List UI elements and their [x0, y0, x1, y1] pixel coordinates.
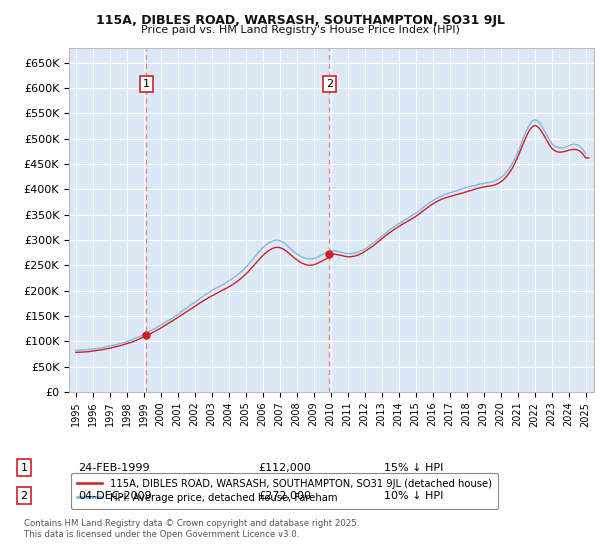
Legend: 115A, DIBLES ROAD, WARSASH, SOUTHAMPTON, SO31 9JL (detached house), HPI: Average: 115A, DIBLES ROAD, WARSASH, SOUTHAMPTON,…	[71, 473, 499, 509]
Text: 2: 2	[20, 491, 28, 501]
Text: 04-DEC-2009: 04-DEC-2009	[78, 491, 152, 501]
Text: 2: 2	[326, 79, 333, 89]
Text: £272,000: £272,000	[258, 491, 311, 501]
Text: 1: 1	[20, 463, 28, 473]
Text: 115A, DIBLES ROAD, WARSASH, SOUTHAMPTON, SO31 9JL: 115A, DIBLES ROAD, WARSASH, SOUTHAMPTON,…	[95, 14, 505, 27]
Text: Price paid vs. HM Land Registry's House Price Index (HPI): Price paid vs. HM Land Registry's House …	[140, 25, 460, 35]
Text: 10% ↓ HPI: 10% ↓ HPI	[384, 491, 443, 501]
Text: £112,000: £112,000	[258, 463, 311, 473]
Text: Contains HM Land Registry data © Crown copyright and database right 2025.
This d: Contains HM Land Registry data © Crown c…	[24, 520, 359, 539]
Text: 1: 1	[143, 79, 150, 89]
Text: 15% ↓ HPI: 15% ↓ HPI	[384, 463, 443, 473]
Text: 24-FEB-1999: 24-FEB-1999	[78, 463, 149, 473]
